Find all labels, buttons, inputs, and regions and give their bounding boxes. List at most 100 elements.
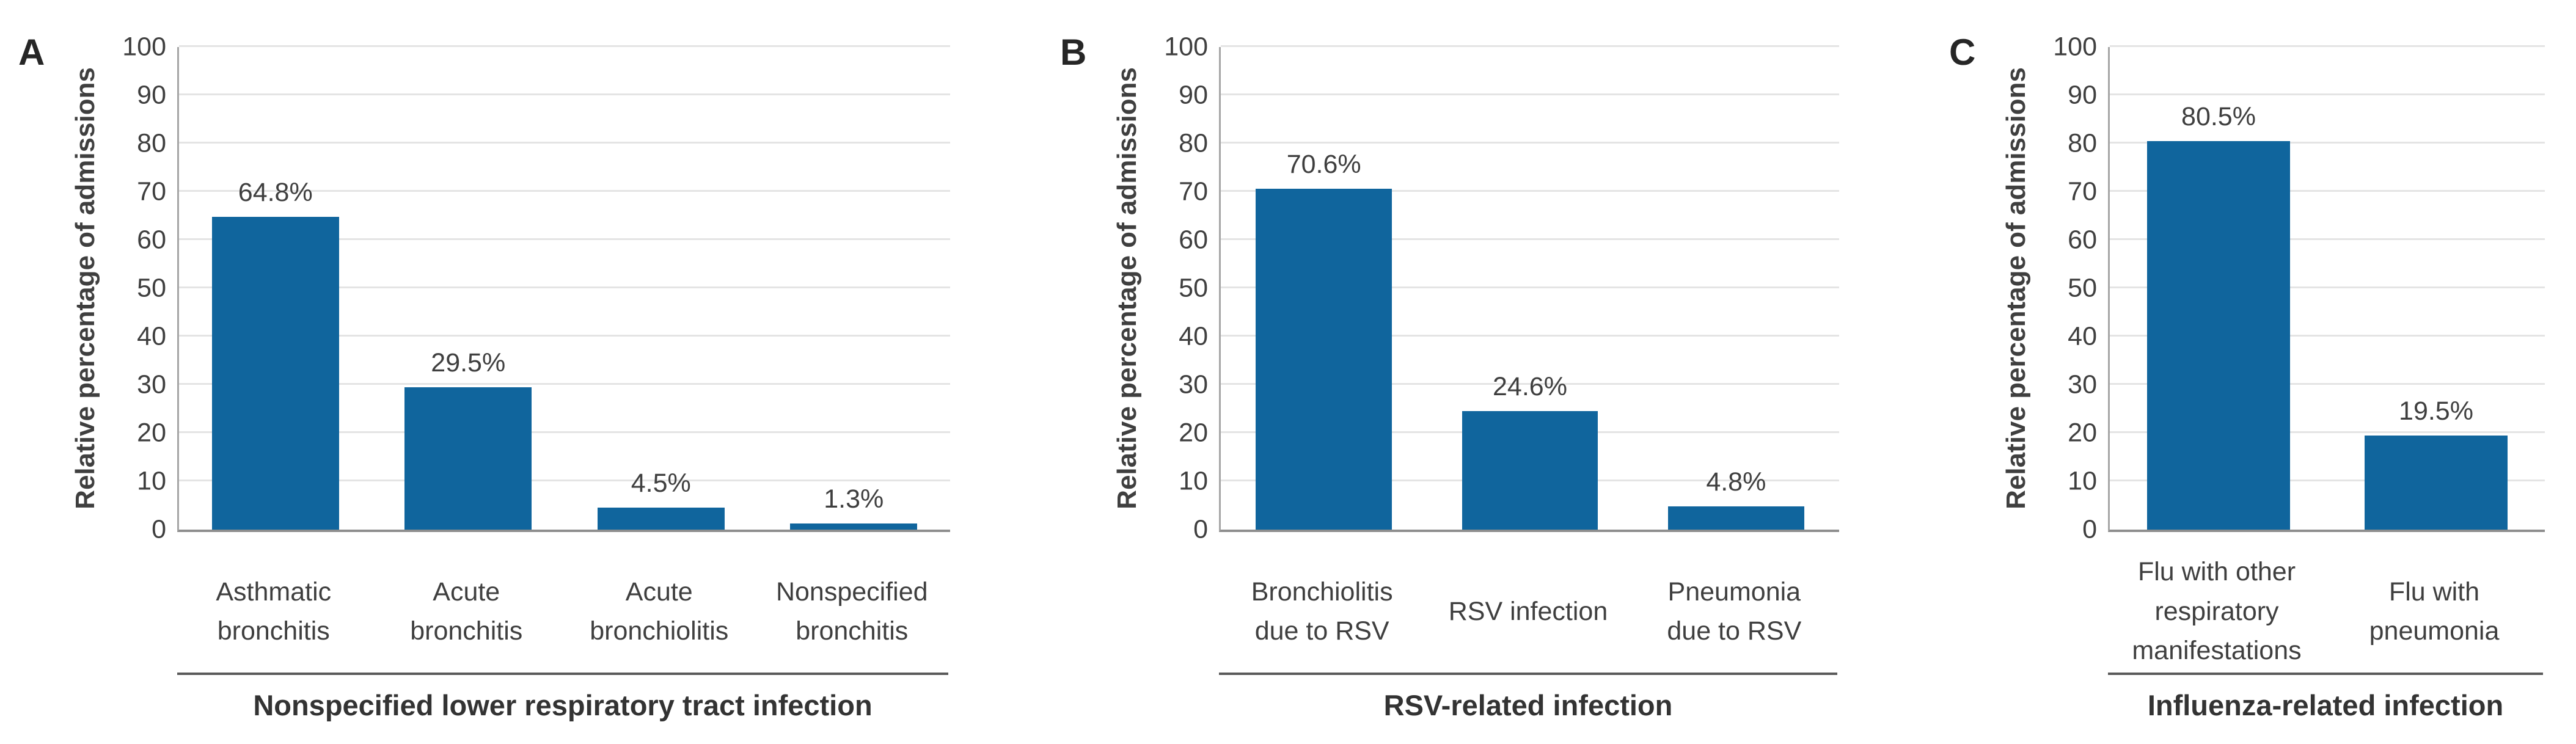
gridline	[2110, 383, 2545, 385]
y-tick-label: 10	[137, 466, 166, 496]
gridline	[2110, 335, 2545, 337]
bars-row: 64.8% 29.5% 4.5% 1.3%	[179, 47, 950, 530]
panel-letter: C	[1949, 32, 1976, 73]
panel-letter: A	[18, 32, 45, 73]
x-axis-divider-line	[177, 673, 948, 675]
y-tick-label: 30	[137, 370, 166, 399]
y-tick-label: 10	[1179, 466, 1208, 496]
bar-slot: 64.8%	[179, 47, 372, 530]
bar-slot: 4.5%	[565, 47, 758, 530]
y-tick-label: 0	[2082, 514, 2097, 544]
category-labels-row: Flu with other respiratory manifestation…	[2108, 550, 2543, 673]
bar-value-label: 29.5%	[431, 348, 506, 377]
gridline	[179, 142, 950, 144]
y-tick-label: 40	[2068, 321, 2097, 351]
y-tick-label: 0	[152, 514, 166, 544]
y-tick-label: 80	[2068, 128, 2097, 158]
plot-area: 80.5% 19.5%	[2108, 45, 2545, 532]
gridline	[179, 45, 950, 47]
gridline	[2110, 190, 2545, 192]
chart-panel: C Relative percentage of admissions 0 10 2…	[1949, 18, 2545, 744]
bar-value-label: 64.8%	[238, 178, 313, 208]
category-label: Acute bronchitis	[410, 577, 523, 646]
bars-row: 70.6% 24.6% 4.8%	[1221, 47, 1839, 530]
y-tick-label: 90	[2068, 80, 2097, 110]
category-label: Nonspecified bronchitis	[775, 577, 928, 646]
x-axis-divider-line	[1219, 673, 1837, 675]
bar	[597, 508, 725, 530]
bar-slot: 1.3%	[758, 47, 951, 530]
bar	[1668, 506, 1804, 530]
gridline	[2110, 431, 2545, 433]
y-tick-label: 60	[2068, 225, 2097, 255]
bar-value-label: 4.5%	[631, 469, 691, 498]
y-tick-label: 80	[1179, 128, 1208, 158]
bar	[1256, 189, 1392, 530]
y-axis-title-wrap: Relative percentage of admissions	[1106, 47, 1149, 530]
plot-column: 80.5% 19.5% Flu with other respiratory ma…	[2108, 18, 2545, 722]
y-axis-ticks: 0 10 20 30 40 50 60 70 80 90 100	[2038, 34, 2108, 542]
y-axis-ticks: 0 10 20 30 40 50 60 70 80 90 100	[107, 34, 177, 542]
y-tick-label: 20	[2068, 418, 2097, 448]
bar	[404, 387, 532, 530]
bar-value-label: 1.3%	[824, 484, 884, 514]
gridline	[1221, 335, 1839, 337]
gridline	[1221, 238, 1839, 240]
y-tick-label: 60	[1179, 225, 1208, 255]
plot-column: 70.6% 24.6% 4.8% Bronchiolitis due to RSV R…	[1219, 18, 1839, 722]
chart-panel: B Relative percentage of admissions 0 10 2…	[1060, 18, 1839, 744]
y-tick-label: 100	[2053, 32, 2097, 62]
y-tick-label: 30	[1179, 370, 1208, 399]
bar-slot: 70.6%	[1221, 47, 1427, 530]
gridline	[179, 335, 950, 337]
gridline	[179, 93, 950, 95]
gridline	[2110, 238, 2545, 240]
y-tick-label: 70	[2068, 177, 2097, 206]
y-tick-label: 100	[122, 32, 166, 62]
gridline	[1221, 190, 1839, 192]
bar-value-label: 70.6%	[1286, 150, 1361, 180]
bar	[1462, 410, 1598, 530]
y-axis-ticks: 0 10 20 30 40 50 60 70 80 90 100	[1149, 34, 1219, 542]
y-tick-label: 40	[1179, 321, 1208, 351]
gridline	[179, 238, 950, 240]
plot-column: 64.8% 29.5% 4.5% 1.3% Asthmatic bronchitis A…	[177, 18, 950, 722]
bar-value-label: 80.5%	[2181, 102, 2256, 132]
gridline	[2110, 480, 2545, 481]
gridline	[1221, 383, 1839, 385]
group-axis-label: Influenza-related infection	[2147, 689, 2504, 721]
bar-slot: 4.8%	[1633, 47, 1839, 530]
panel-letter: B	[1060, 32, 1087, 73]
y-tick-label: 70	[137, 177, 166, 206]
bar-slot: 19.5%	[2327, 47, 2545, 530]
category-label: Flu with pneumonia	[2369, 577, 2500, 646]
y-tick-label: 90	[1179, 80, 1208, 110]
gridline	[179, 383, 950, 385]
y-tick-label: 20	[1179, 418, 1208, 448]
gridline	[2110, 142, 2545, 144]
y-tick-label: 90	[137, 80, 166, 110]
y-tick-label: 0	[1193, 514, 1208, 544]
y-tick-label: 40	[137, 321, 166, 351]
bars-row: 80.5% 19.5%	[2110, 47, 2545, 530]
bar-value-label: 4.8%	[1706, 467, 1766, 497]
category-label: Asthmatic bronchitis	[216, 577, 332, 646]
group-axis-label: RSV-related infection	[1383, 689, 1673, 721]
gridline	[2110, 286, 2545, 288]
category-label: Pneumonia due to RSV	[1667, 577, 1802, 646]
category-label: Flu with other respiratory manifestation…	[2132, 557, 2302, 666]
category-label: Bronchiolitis due to RSV	[1251, 577, 1393, 646]
bar	[790, 523, 918, 530]
gridline	[2110, 93, 2545, 95]
category-label: RSV infection	[1448, 596, 1608, 626]
bar-slot: 29.5%	[372, 47, 565, 530]
gridline	[179, 286, 950, 288]
y-tick-label: 50	[1179, 273, 1208, 303]
bar	[211, 217, 339, 530]
y-axis-title: Relative percentage of admissions	[70, 67, 100, 509]
y-tick-label: 10	[2068, 466, 2097, 496]
chart-panel: A Relative percentage of admissions 0 10 2…	[18, 18, 950, 744]
y-axis-title-wrap: Relative percentage of admissions	[1995, 47, 2038, 530]
gridline	[1221, 45, 1839, 47]
